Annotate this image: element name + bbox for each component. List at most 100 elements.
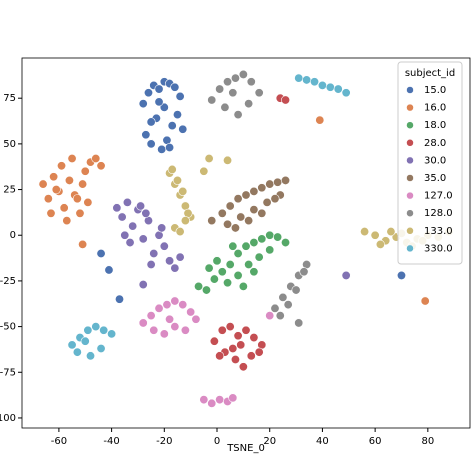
point	[246, 77, 256, 87]
point	[159, 329, 169, 339]
point	[180, 216, 190, 226]
point	[249, 238, 259, 248]
point	[107, 329, 117, 339]
legend-title: subject_id	[405, 68, 455, 79]
point	[225, 259, 235, 269]
point	[228, 393, 238, 403]
point	[233, 331, 243, 341]
point	[315, 115, 325, 125]
point	[325, 82, 335, 92]
point	[375, 239, 385, 249]
point	[96, 344, 106, 354]
point	[386, 227, 396, 237]
point	[180, 325, 190, 335]
point	[283, 300, 293, 310]
legend-label: 30.0	[424, 155, 446, 166]
point	[170, 82, 180, 92]
point	[223, 219, 233, 229]
point	[138, 318, 148, 328]
point	[141, 130, 151, 140]
point	[138, 280, 148, 290]
legend-marker	[406, 121, 414, 129]
point	[157, 144, 167, 154]
y-tick-label: -50	[0, 322, 16, 333]
point	[62, 216, 72, 226]
point	[215, 84, 225, 94]
point	[281, 175, 291, 185]
point	[122, 197, 132, 207]
point	[244, 216, 254, 226]
point	[159, 102, 169, 112]
point	[270, 303, 280, 313]
point	[175, 91, 185, 101]
point	[67, 153, 77, 163]
legend-label: 16.0	[424, 103, 446, 114]
point	[199, 166, 209, 176]
point	[78, 239, 88, 249]
point	[238, 281, 248, 291]
point	[178, 124, 188, 134]
point	[249, 205, 259, 215]
point	[170, 296, 180, 306]
legend-marker	[406, 86, 414, 94]
x-tick-label: 20	[263, 436, 276, 447]
point	[396, 270, 406, 280]
point	[273, 232, 283, 242]
point	[265, 230, 275, 240]
point	[204, 153, 214, 163]
point	[236, 340, 246, 350]
point	[257, 183, 267, 193]
point	[72, 347, 82, 357]
point	[194, 281, 204, 291]
point	[209, 336, 219, 346]
point	[75, 208, 85, 218]
legend-label: 35.0	[424, 173, 446, 184]
point	[223, 278, 233, 288]
point	[201, 285, 211, 295]
legend-marker	[406, 244, 414, 253]
x-tick-label: 60	[369, 436, 382, 447]
x-tick-label: 80	[421, 436, 434, 447]
point	[225, 201, 235, 211]
point	[333, 84, 343, 94]
legend-marker	[406, 227, 414, 235]
point	[249, 186, 259, 196]
point	[138, 99, 148, 109]
x-tick-label: 0	[214, 436, 220, 447]
x-tick-label: -20	[156, 436, 172, 447]
point	[167, 121, 177, 131]
point	[281, 95, 291, 105]
point	[165, 314, 175, 324]
point	[257, 208, 267, 218]
legend-marker	[406, 103, 414, 112]
point	[294, 318, 304, 328]
point	[230, 73, 240, 83]
point	[212, 256, 222, 266]
point	[207, 95, 217, 105]
point	[104, 265, 114, 275]
point	[154, 97, 164, 107]
point	[125, 238, 135, 248]
point	[172, 175, 182, 185]
point	[170, 263, 180, 273]
point	[215, 351, 225, 361]
point	[230, 223, 240, 233]
point	[78, 179, 88, 189]
point	[317, 80, 327, 90]
legend-box	[397, 61, 463, 265]
point	[136, 201, 146, 211]
point	[302, 75, 312, 85]
point	[191, 314, 201, 324]
point	[217, 208, 227, 218]
point	[154, 303, 164, 313]
x-tick-label: -60	[51, 436, 67, 447]
legend-marker	[406, 191, 414, 200]
point	[165, 256, 175, 266]
point	[341, 270, 351, 280]
legend-label: 28.0	[424, 138, 446, 149]
y-tick-label: 75	[3, 93, 16, 104]
point	[278, 292, 288, 302]
point	[281, 238, 291, 248]
point	[265, 245, 275, 255]
point	[83, 325, 93, 335]
